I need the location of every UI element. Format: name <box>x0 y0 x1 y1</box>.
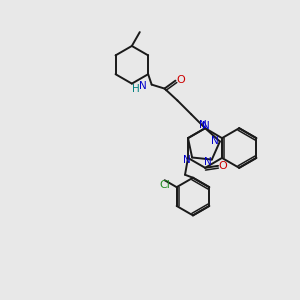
Text: N: N <box>204 157 212 166</box>
Text: O: O <box>219 161 227 171</box>
Text: Cl: Cl <box>159 180 170 190</box>
Text: N: N <box>183 155 191 165</box>
Text: N: N <box>139 81 147 91</box>
Text: N: N <box>211 136 219 146</box>
Text: H: H <box>132 84 140 94</box>
Text: N: N <box>202 121 210 131</box>
Text: N: N <box>199 120 207 130</box>
Text: O: O <box>176 75 185 85</box>
